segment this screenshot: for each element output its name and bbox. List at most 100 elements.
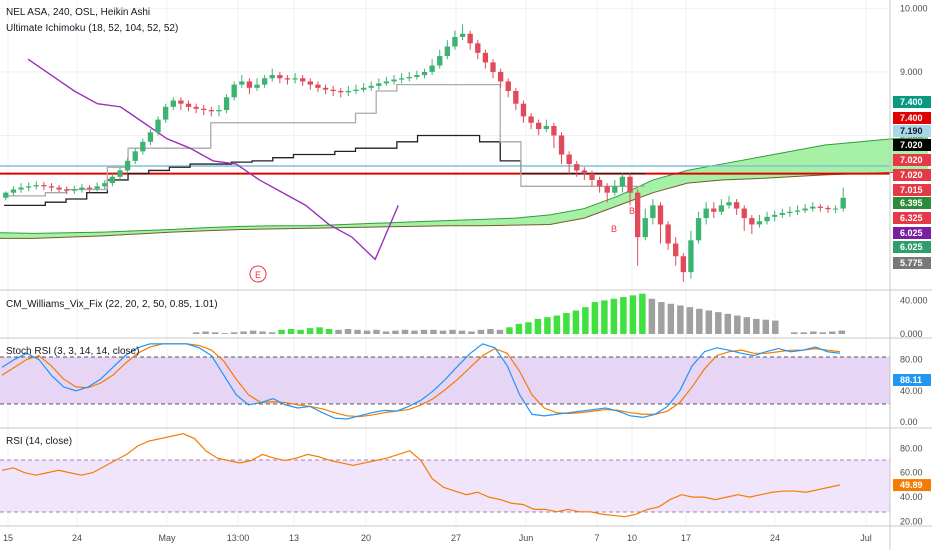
rsi-tick-label: 80.00 [900, 443, 923, 453]
candle [48, 186, 55, 188]
candle [520, 103, 527, 117]
candle [437, 56, 443, 66]
candle [41, 185, 47, 187]
stoch-tick-label: 80.00 [900, 355, 923, 365]
candle [231, 84, 237, 98]
candle [817, 206, 824, 208]
vix-bar [667, 303, 675, 334]
vix-bar [458, 330, 466, 334]
stoch-tick-label: 0.00 [900, 417, 918, 427]
candle [269, 75, 275, 79]
candle [170, 100, 176, 107]
vix-bar [705, 310, 713, 334]
candle [673, 243, 679, 257]
candle [802, 208, 808, 211]
candle [124, 160, 131, 171]
time-axis: 15 24 May 13:00 13 20 27 Jun 7 10 17 24 Jul [3, 533, 872, 543]
vix-bar [373, 329, 380, 334]
vix-bar [249, 330, 257, 334]
candle [810, 206, 816, 209]
candle [33, 185, 39, 187]
candle [193, 106, 199, 109]
candle [307, 81, 313, 85]
candle [429, 65, 435, 72]
vix-bar [800, 332, 808, 334]
price-tag [893, 184, 931, 196]
price-tag [893, 112, 931, 124]
candle [353, 89, 359, 91]
rsi-line [1, 433, 841, 518]
ichimoku-span-a [0, 137, 929, 234]
candle [832, 208, 839, 210]
price-tag [893, 169, 931, 181]
candle [421, 71, 428, 76]
candle [619, 176, 626, 187]
vix-bar [743, 317, 751, 334]
vix-bar [344, 328, 352, 334]
grid-lines [0, 0, 890, 526]
vix-bar [563, 313, 570, 334]
candle [475, 43, 481, 53]
price-tag [893, 257, 931, 269]
vix-bar [648, 298, 656, 334]
candle [368, 85, 374, 88]
candle [201, 108, 207, 111]
candle [764, 216, 770, 222]
candle [452, 36, 458, 47]
vix-bar [297, 329, 304, 334]
x-tick-label: 15 [3, 533, 13, 543]
candle [239, 81, 245, 85]
price-tick-label: 10.000 [900, 3, 928, 13]
vix-bar [753, 318, 760, 334]
candle [277, 75, 283, 79]
vix-bar [411, 330, 418, 334]
vix-bar [601, 300, 608, 334]
vix-bar [449, 329, 456, 334]
price-axis: 10.0009.0008.0007.4007.4007.1907.0207.02… [893, 3, 931, 527]
vix-bar [401, 329, 409, 334]
candle [513, 90, 519, 104]
candle [79, 187, 85, 190]
price-tag [893, 227, 931, 239]
candle [406, 76, 412, 79]
vix-bar [572, 310, 580, 334]
candle [779, 213, 785, 215]
vix-bar [544, 317, 551, 334]
vix-bar [724, 313, 732, 334]
price-tag [893, 96, 931, 108]
price-tag-label: 6.025 [900, 228, 923, 238]
candle [383, 81, 390, 84]
vix-bar [734, 315, 741, 334]
candle [581, 170, 588, 174]
vix-bar [268, 332, 276, 334]
vix-bar [686, 307, 694, 334]
candle [345, 90, 352, 93]
ichimoku-tenkan [4, 83, 645, 197]
candle [140, 141, 146, 152]
candle [787, 211, 793, 214]
vix-pane [192, 293, 845, 334]
candle [528, 116, 534, 123]
price-tag-label: 6.325 [900, 213, 923, 223]
earnings-marker[interactable] [249, 265, 267, 283]
candle [642, 218, 648, 238]
stoch-k-line [1, 343, 841, 420]
candle [185, 103, 192, 107]
x-tick-label: Jun [519, 533, 534, 543]
candle [558, 135, 565, 155]
candle [94, 186, 100, 189]
candle [246, 81, 253, 88]
candle [391, 79, 397, 82]
candle [163, 106, 169, 120]
vix-bar [325, 328, 333, 334]
vix-bar [515, 323, 523, 334]
candle [497, 71, 504, 82]
vix-bar [582, 307, 589, 334]
vix-bar [534, 318, 542, 334]
vix-bar [420, 329, 428, 334]
price-tag [893, 139, 931, 151]
price-tag-label: 7.190 [900, 126, 923, 136]
candle [18, 187, 24, 190]
price-tag-label: 7.400 [900, 97, 923, 107]
